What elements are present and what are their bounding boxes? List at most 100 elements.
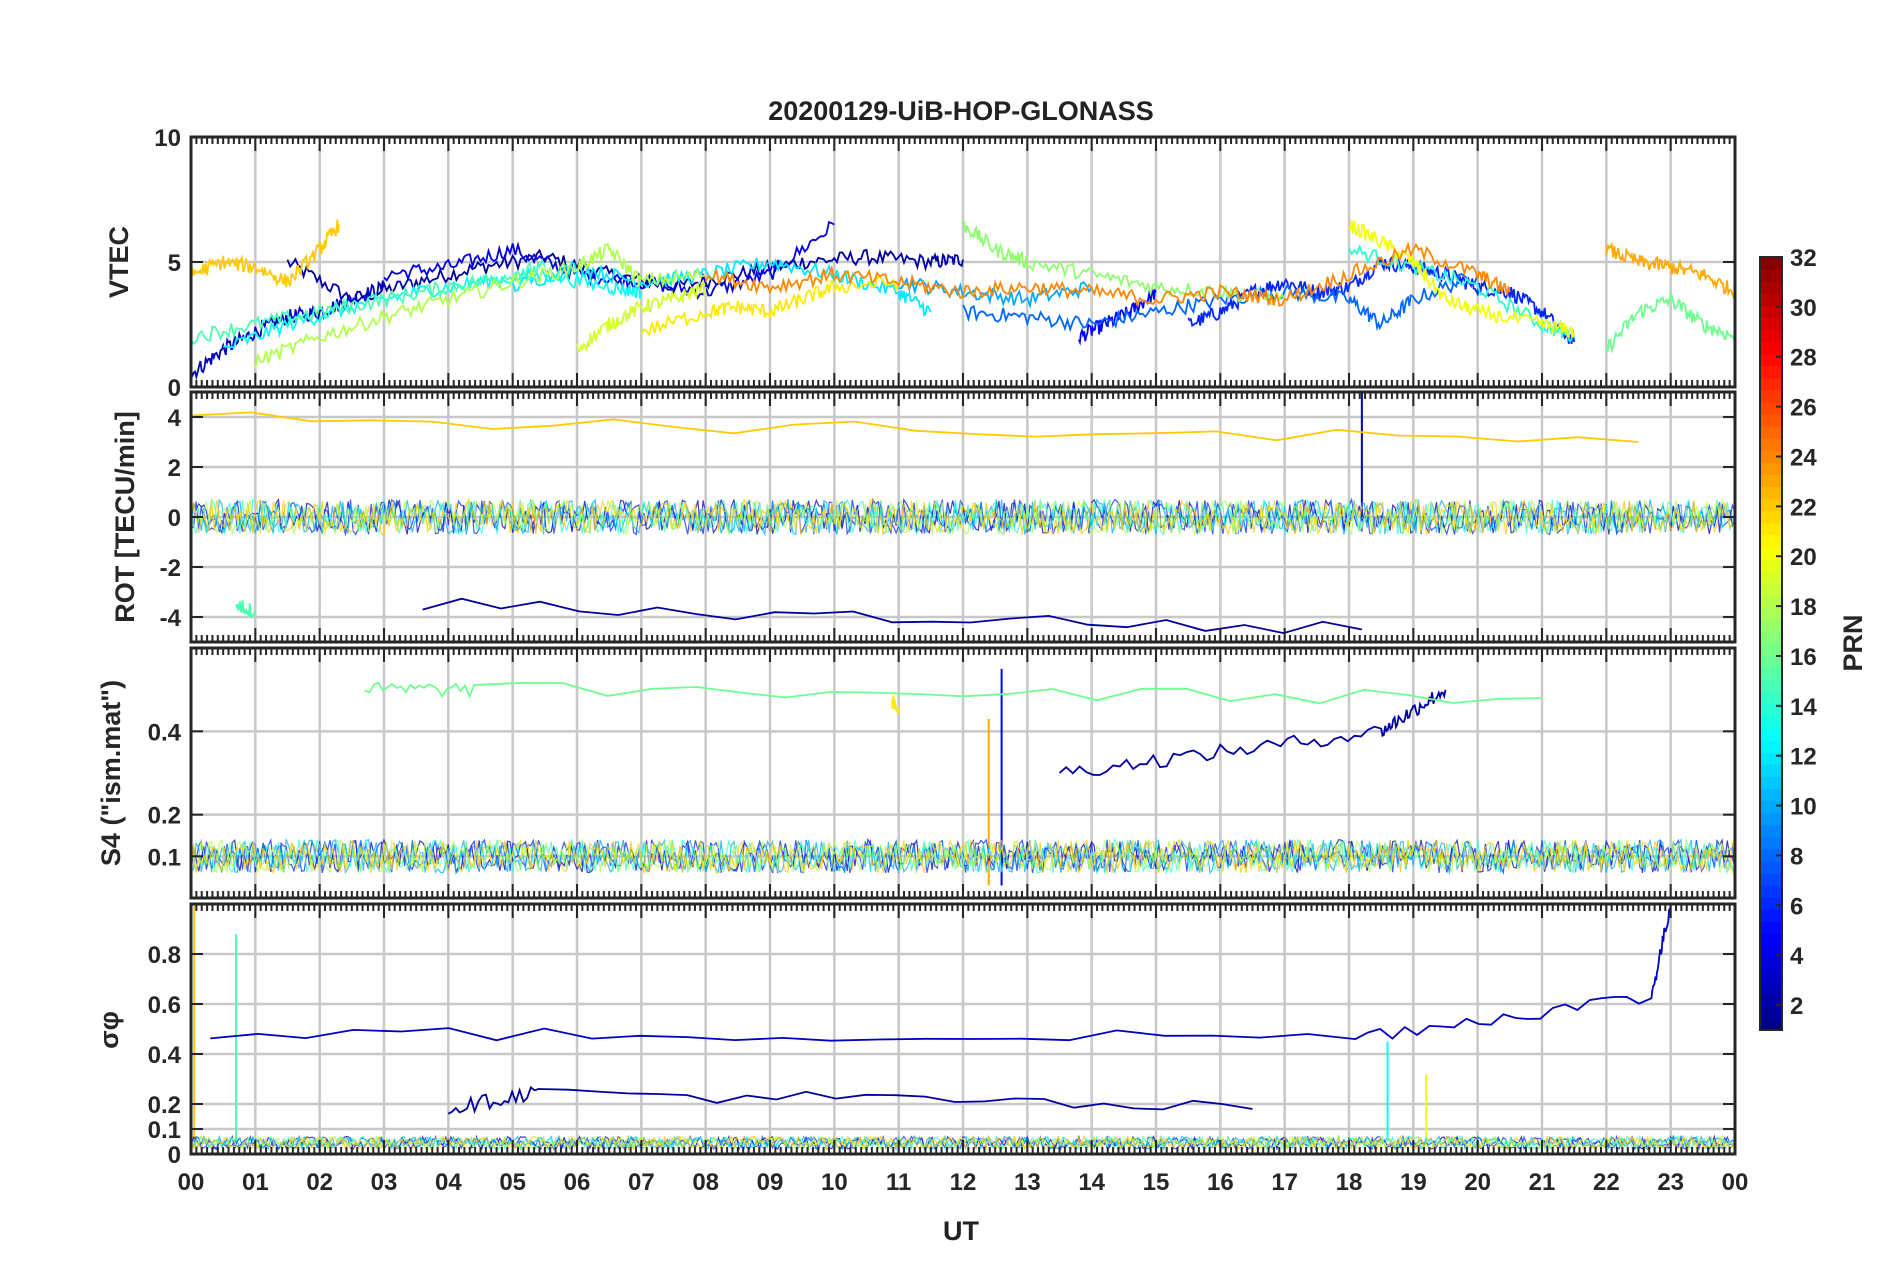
series-prn-24 — [704, 241, 1511, 308]
series-prn-15 — [235, 600, 256, 619]
panel-sigma_phi: 00.10.2 0.4 0.6 0.8 σφ — [94, 902, 1737, 1169]
noise-trace-prn-22 — [190, 838, 1736, 876]
series-prn-16 — [1605, 290, 1736, 354]
colorbar-segment — [1760, 776, 1782, 790]
colorbar-segment — [1760, 558, 1782, 572]
colorbar-segment — [1760, 462, 1782, 476]
series-prn-18 — [254, 242, 707, 369]
y-tick-label: 0 — [168, 505, 181, 532]
noise-band — [190, 497, 1736, 537]
panel-s4: 0.1 0.2 0.4 S4 ("ism.mat") — [96, 646, 1737, 900]
colorbar-tick-label: 12 — [1790, 744, 1817, 771]
colorbar-segment — [1760, 498, 1782, 512]
colorbar-segment — [1760, 824, 1782, 838]
colorbar-segment — [1760, 703, 1782, 717]
colorbar-tick-label: 16 — [1790, 644, 1817, 671]
colorbar-segment — [1760, 679, 1782, 693]
colorbar-segment — [1760, 450, 1782, 463]
colorbar-segment — [1760, 474, 1782, 488]
y-tick-label: 0.1 — [148, 844, 181, 871]
x-tick-label: 00 — [1722, 1169, 1749, 1196]
y-axis-label-sigma_phi: σφ — [94, 1011, 124, 1049]
colorbar-segment — [1760, 329, 1782, 343]
colorbar-segment — [1760, 377, 1782, 391]
colorbar-tick-label: 14 — [1790, 694, 1817, 721]
colorbar-segment — [1760, 897, 1782, 910]
y-tick-label: 0 — [168, 1142, 181, 1169]
colorbar-segment — [1760, 860, 1782, 874]
colorbar-tick-label: 24 — [1790, 444, 1817, 471]
series-prn-16 — [364, 681, 1543, 705]
panel-vtec: 0 5 10 VTEC — [104, 125, 1737, 402]
colorbar-segment — [1760, 341, 1782, 355]
y-tick-label: 4 — [168, 405, 182, 432]
x-tick-label: 17 — [1271, 1169, 1298, 1196]
x-tick-label: 19 — [1400, 1169, 1427, 1196]
x-tick-label: 20 — [1464, 1169, 1491, 1196]
colorbar-segment — [1760, 293, 1782, 306]
panel-rot: -4 -2 0 2 4 ROT [TECU/min] — [110, 390, 1737, 644]
colorbar-segment — [1760, 534, 1782, 548]
colorbar-segment — [1760, 269, 1782, 282]
y-tick-label: 10 — [154, 125, 181, 152]
noise-trace-prn-18 — [190, 837, 1736, 876]
series-group — [190, 219, 1736, 381]
colorbar-tick-label: 22 — [1790, 494, 1817, 521]
colorbar-tick-label: 6 — [1790, 893, 1803, 920]
colorbar-segment — [1760, 764, 1782, 777]
colorbar-segment — [1760, 836, 1782, 850]
colorbar-segment — [1760, 909, 1782, 922]
colorbar-tick-label: 10 — [1790, 794, 1817, 821]
x-tick-label: 13 — [1014, 1169, 1041, 1196]
y-tick-label: 0 — [168, 375, 181, 402]
colorbar-segment — [1760, 486, 1782, 500]
x-tick-label: 09 — [757, 1169, 784, 1196]
x-tick-label: 00 — [178, 1169, 205, 1196]
x-tick-label: 22 — [1593, 1169, 1620, 1196]
colorbar-segment — [1760, 510, 1782, 524]
x-tick-label: 07 — [628, 1169, 655, 1196]
colorbar-segment — [1760, 933, 1782, 947]
x-tick-label: 01 — [242, 1169, 269, 1196]
y-tick-label: 2 — [168, 455, 181, 482]
x-tick-label: 12 — [950, 1169, 977, 1196]
x-tick-label: 23 — [1657, 1169, 1684, 1196]
noise-trace-prn-22 — [190, 498, 1736, 537]
noise-trace-prn-10 — [190, 498, 1736, 537]
colorbar-tick-label: 2 — [1790, 993, 1803, 1020]
colorbar-segment — [1760, 281, 1782, 294]
x-tick-label: 15 — [1143, 1169, 1170, 1196]
ticks — [190, 648, 1736, 898]
y-tick-label: 0.4 — [148, 719, 182, 746]
series-prn-19 — [576, 280, 707, 353]
colorbar-segment — [1760, 800, 1782, 814]
colorbar-segment — [1760, 885, 1782, 898]
colorbar-segment — [1760, 728, 1782, 741]
series-prn-17 — [962, 219, 1286, 306]
y-tick-label: 0.2 — [148, 803, 181, 830]
colorbar-segment — [1760, 414, 1782, 427]
x-tick-label: 03 — [371, 1169, 398, 1196]
colorbar-segment — [1760, 969, 1782, 983]
colorbar-segment — [1760, 945, 1782, 959]
x-axis-label: UT — [943, 1216, 979, 1246]
colorbar-tick-label: 26 — [1790, 395, 1817, 422]
series-prn-2 — [1058, 689, 1447, 776]
colorbar-segment — [1760, 655, 1782, 669]
series-prn-21 — [891, 694, 900, 717]
colorbar-segment — [1760, 981, 1782, 995]
colorbar-label: PRN — [1838, 614, 1868, 671]
colorbar-tick-label: 18 — [1790, 594, 1817, 621]
series-group — [190, 668, 1736, 886]
colorbar-segment — [1760, 1017, 1782, 1031]
ticks — [190, 136, 1736, 388]
y-tick-label: 0.1 — [148, 1117, 181, 1144]
colorbar-segment — [1760, 848, 1782, 862]
colorbar-segment — [1760, 812, 1782, 826]
y-tick-label: 5 — [168, 250, 181, 277]
colorbar-segment — [1760, 522, 1782, 536]
x-tick-label: 16 — [1207, 1169, 1234, 1196]
colorbar-segment — [1760, 752, 1782, 765]
